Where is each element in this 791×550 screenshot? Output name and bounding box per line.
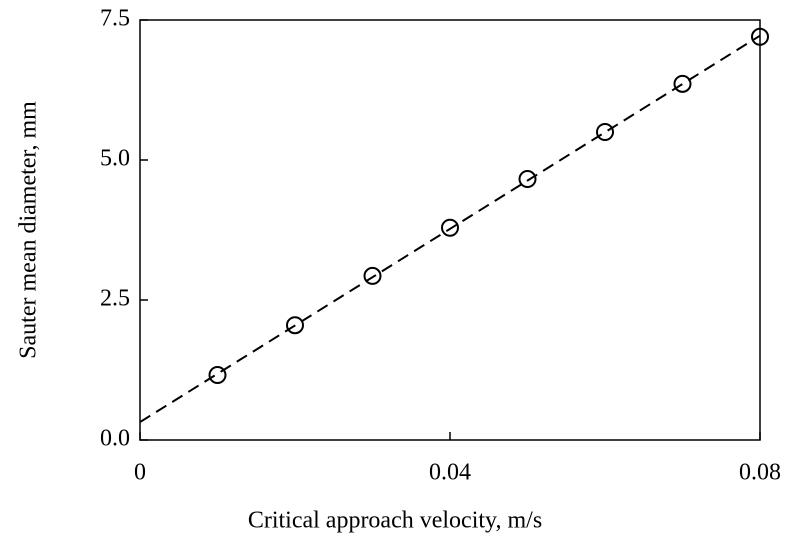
data-point	[673, 74, 692, 93]
data-point	[286, 316, 304, 335]
data-point	[441, 218, 459, 237]
y-tick-label: 2.5	[100, 286, 130, 312]
x-tick-label: 0	[134, 460, 146, 486]
data-point	[518, 170, 537, 189]
y-tick-label: 7.5	[100, 6, 130, 32]
y-tick-label: 0.0	[100, 426, 130, 452]
data-point	[751, 27, 769, 46]
x-tick-label: 0.04	[429, 460, 471, 486]
x-tick-label: 0.08	[739, 460, 781, 486]
fit-line	[139, 34, 761, 423]
data-point	[363, 266, 382, 285]
x-axis-label: Critical approach velocity, m/s	[248, 508, 542, 534]
data-point	[208, 366, 227, 385]
data-point	[596, 123, 614, 141]
y-tick-label: 5.0	[100, 146, 130, 172]
y-axis-label: Sauter mean diameter, mm	[16, 101, 42, 359]
